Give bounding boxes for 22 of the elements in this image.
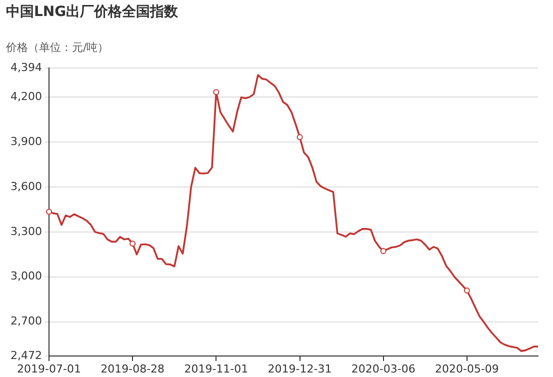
x-tick-label: 2019-07-01 xyxy=(17,362,81,376)
y-tick-label: 3,600 xyxy=(10,180,42,193)
x-tick-label: 2020-03-06 xyxy=(351,362,416,376)
point xyxy=(130,240,136,247)
point xyxy=(46,208,52,215)
x-tick-label: 2019-11-01 xyxy=(184,362,248,376)
x-tick-label: 2019-08-28 xyxy=(100,362,165,376)
y-tick-label: 3,000 xyxy=(10,270,42,283)
y-axis-title: 价格（单位：元/吨） xyxy=(6,40,109,55)
y-tick-label: 4,200 xyxy=(10,90,42,103)
x-tick-label: 2020-05-09 xyxy=(434,362,499,376)
point xyxy=(296,134,303,140)
x-tick-label: 2019-12-31 xyxy=(268,362,332,376)
y-tick-label: 2,472 xyxy=(10,348,42,362)
y-tick-label: 4,394 xyxy=(10,60,42,74)
point xyxy=(464,288,470,294)
point xyxy=(380,248,386,254)
chart-title: 中国LNG出厂价格全国指数 xyxy=(6,3,178,21)
y-tick-label: 2,700 xyxy=(10,314,42,328)
y-tick-label: 3,300 xyxy=(10,224,42,238)
y-tick-label: 3,900 xyxy=(10,134,42,148)
point xyxy=(213,89,220,96)
